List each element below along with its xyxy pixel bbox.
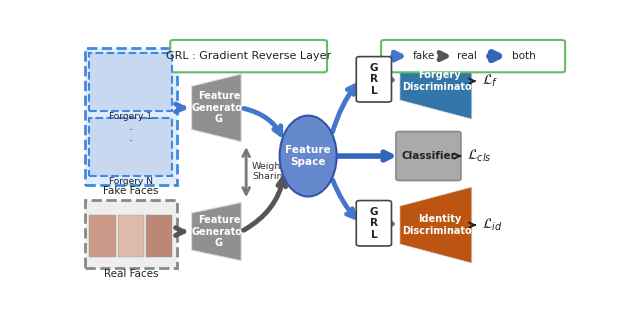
FancyBboxPatch shape bbox=[118, 64, 143, 108]
Text: real: real bbox=[457, 51, 477, 61]
Polygon shape bbox=[400, 43, 472, 119]
Text: Classifier: Classifier bbox=[401, 151, 456, 161]
Polygon shape bbox=[191, 74, 241, 142]
Text: $\mathcal{L}_{cls}$: $\mathcal{L}_{cls}$ bbox=[467, 148, 492, 164]
FancyBboxPatch shape bbox=[396, 132, 461, 180]
FancyBboxPatch shape bbox=[85, 48, 177, 184]
Text: fake: fake bbox=[412, 51, 435, 61]
Text: both: both bbox=[511, 51, 535, 61]
FancyBboxPatch shape bbox=[92, 64, 116, 108]
Text: .
.
.: . . . bbox=[129, 109, 132, 144]
Text: $\mathcal{L}_{id}$: $\mathcal{L}_{id}$ bbox=[482, 217, 502, 233]
FancyBboxPatch shape bbox=[145, 64, 170, 108]
Text: GRL : Gradient Reverse Layer: GRL : Gradient Reverse Layer bbox=[166, 51, 332, 61]
Polygon shape bbox=[400, 187, 472, 263]
Text: G
R
L: G R L bbox=[370, 207, 378, 240]
Text: Forgery
Discriminator: Forgery Discriminator bbox=[402, 70, 477, 92]
FancyBboxPatch shape bbox=[89, 118, 172, 176]
Ellipse shape bbox=[280, 116, 337, 197]
Text: Forgery N: Forgery N bbox=[109, 177, 152, 186]
Text: G
R
L: G R L bbox=[370, 63, 378, 96]
FancyBboxPatch shape bbox=[85, 200, 177, 268]
FancyBboxPatch shape bbox=[90, 215, 116, 257]
FancyBboxPatch shape bbox=[145, 130, 170, 173]
FancyBboxPatch shape bbox=[92, 130, 116, 173]
Text: Feature
Generator
G: Feature Generator G bbox=[191, 215, 247, 248]
FancyBboxPatch shape bbox=[118, 130, 143, 173]
FancyBboxPatch shape bbox=[381, 40, 565, 72]
Polygon shape bbox=[191, 202, 241, 261]
FancyBboxPatch shape bbox=[356, 57, 392, 102]
FancyBboxPatch shape bbox=[170, 40, 327, 72]
Text: Feature
Generator
G: Feature Generator G bbox=[191, 91, 247, 125]
FancyBboxPatch shape bbox=[118, 215, 144, 257]
Text: $\mathcal{L}_f$: $\mathcal{L}_f$ bbox=[482, 73, 498, 89]
Text: Fake Faces: Fake Faces bbox=[103, 186, 159, 196]
FancyBboxPatch shape bbox=[89, 53, 172, 111]
Text: Forgery 1: Forgery 1 bbox=[109, 112, 152, 121]
Text: Weight
Sharing: Weight Sharing bbox=[252, 162, 289, 181]
Text: Identity
Discriminator: Identity Discriminator bbox=[402, 214, 477, 236]
FancyBboxPatch shape bbox=[146, 215, 172, 257]
FancyBboxPatch shape bbox=[356, 201, 392, 246]
Text: Real Faces: Real Faces bbox=[104, 269, 158, 279]
Text: Feature
Space: Feature Space bbox=[285, 145, 331, 167]
